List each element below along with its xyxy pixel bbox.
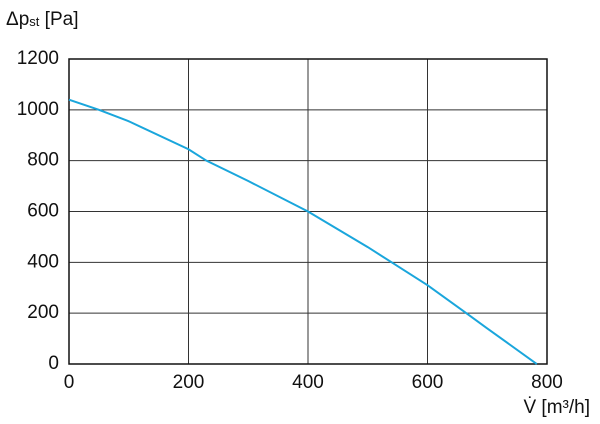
curve — [68, 98, 538, 365]
y-tick-label: 200 — [27, 302, 59, 323]
x-axis-label: V̇ [m³/h] — [523, 397, 590, 418]
y-label-unit: [Pa] — [39, 9, 78, 30]
y-tick-label: 1000 — [17, 99, 59, 120]
y-tick-label: 800 — [27, 150, 59, 171]
x-tick-label: 800 — [531, 372, 563, 393]
x-tick-label: 600 — [412, 372, 444, 393]
plot-frame — [68, 58, 548, 365]
y-axis-label: Δpst [Pa] — [6, 9, 78, 30]
y-tick-label: 400 — [27, 251, 59, 272]
x-tick-label: 200 — [173, 372, 205, 393]
x-tick-label: 0 — [64, 372, 75, 393]
y-tick-label: 600 — [27, 201, 59, 222]
y-tick-label: 0 — [48, 353, 59, 374]
y-tick-label: 1200 — [17, 48, 59, 69]
y-label-main: Δp — [6, 9, 29, 30]
x-tick-label: 400 — [292, 372, 324, 393]
y-label-sub: st — [29, 14, 40, 29]
